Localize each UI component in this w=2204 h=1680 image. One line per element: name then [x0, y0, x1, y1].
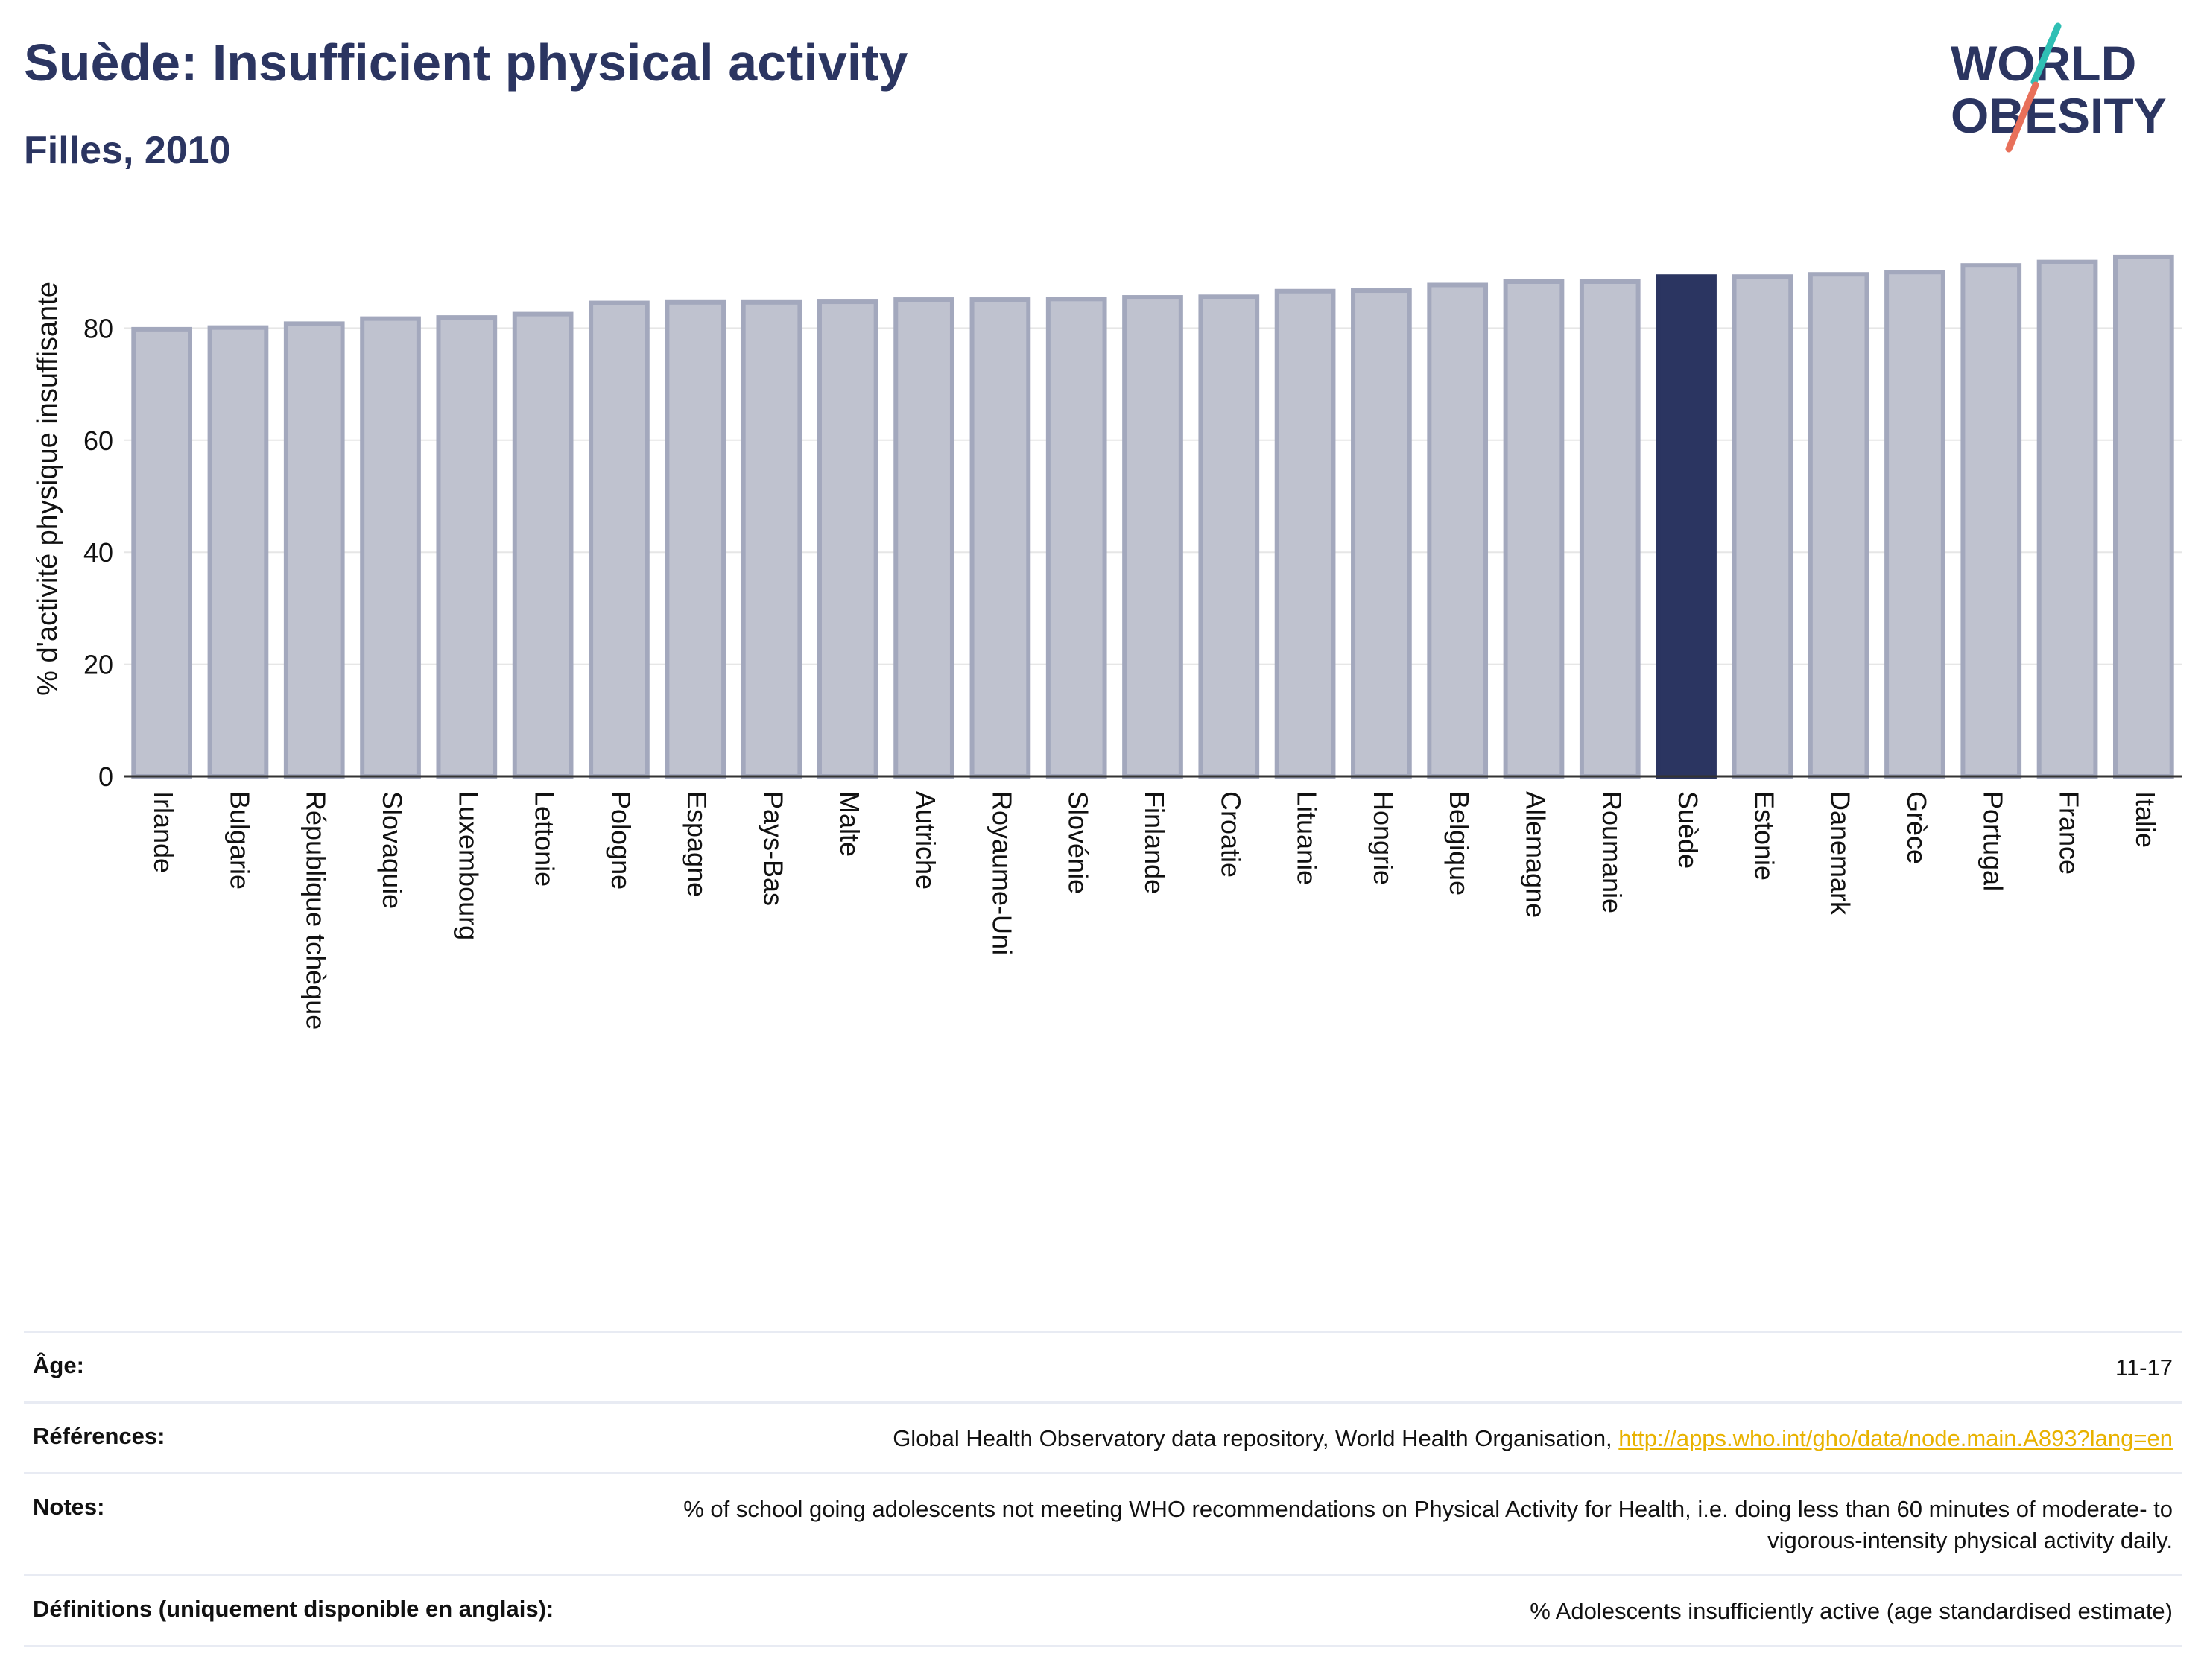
meta-row-age: Âge: 11-17 — [24, 1331, 2182, 1401]
x-tick-label: Autriche — [911, 791, 941, 890]
bars — [131, 254, 2174, 779]
x-tick-label: Slovénie — [1063, 791, 1094, 894]
bar-lettonie — [512, 311, 574, 779]
metadata-table: Âge: 11-17 Références: Global Health Obs… — [24, 1331, 2182, 1647]
x-tick-label: Croatie — [1215, 791, 1246, 878]
meta-value-age: 11-17 — [2115, 1354, 2173, 1381]
bar-autriche — [893, 297, 954, 779]
meta-value-notes: % of school going adolescents not meetin… — [683, 1496, 2173, 1553]
x-tick-label: Bulgarie — [224, 791, 255, 890]
logo-slash-coral — [2005, 81, 2039, 153]
x-tick-label: Suède — [1673, 791, 1703, 869]
x-tick-label: Allemagne — [1520, 791, 1551, 918]
x-axis-labels: Irlande Bulgarie République tchèque Slovaqu… — [148, 791, 2161, 1030]
bar-slovaquie — [360, 316, 421, 779]
meta-label-age: Âge: — [33, 1352, 84, 1378]
world-obesity-logo: WORLD OBESITY — [1951, 22, 2167, 153]
bar-irlande — [131, 326, 192, 779]
bar-su-de — [1656, 274, 1717, 779]
meta-row-definitions: Définitions (uniquement disponible en an… — [24, 1574, 2182, 1647]
chart-title: Suède: Insufficient physical activity — [24, 34, 908, 92]
x-tick-label: Luxembourg — [453, 791, 484, 940]
y-axis-ticks: 0 20 40 60 80 — [83, 313, 113, 792]
x-tick-label: Irlande — [148, 791, 179, 873]
y-tick-label: 40 — [83, 537, 113, 568]
bar-estonie — [1732, 274, 1793, 779]
x-tick-label: Slovaquie — [377, 791, 408, 909]
y-tick-label: 20 — [83, 650, 113, 680]
bar-pays-bas — [741, 299, 802, 779]
bar-allemagne — [1503, 279, 1565, 779]
x-tick-label: Portugal — [1977, 791, 2008, 891]
x-tick-label: Hongrie — [1368, 791, 1399, 885]
bar-espagne — [665, 299, 726, 779]
x-tick-label: Malte — [835, 791, 865, 857]
bar-r-publique-tch-que — [283, 321, 345, 779]
x-tick-label: Italie — [2130, 791, 2161, 848]
x-tick-label: Lituanie — [1292, 791, 1323, 885]
x-tick-label: Roumanie — [1597, 791, 1627, 913]
x-tick-label: Grèce — [1901, 791, 1932, 864]
meta-label-references: Références: — [33, 1423, 165, 1449]
bar-belgique — [1427, 282, 1489, 779]
bar-italie — [2113, 254, 2174, 779]
chart-subtitle: Filles, 2010 — [24, 129, 231, 172]
logo-text-obesity: OBESITY — [1951, 88, 2167, 143]
bar-croatie — [1198, 294, 1260, 779]
meta-row-references: Références: Global Health Observatory da… — [24, 1401, 2182, 1472]
x-tick-label: Espagne — [682, 791, 712, 897]
x-tick-label: République tchèque — [301, 791, 332, 1030]
y-tick-label: 0 — [98, 761, 113, 792]
references-link[interactable]: http://apps.who.int/gho/data/node.main.A… — [1618, 1425, 2173, 1451]
bar-finlande — [1122, 295, 1183, 779]
meta-label-notes: Notes: — [33, 1494, 105, 1520]
meta-value-definitions: % Adolescents insufficiently active (age… — [1530, 1598, 2173, 1624]
x-tick-label: Lettonie — [530, 791, 560, 887]
bar-luxembourg — [436, 315, 498, 779]
bar-pologne — [589, 300, 650, 779]
meta-value-references: Global Health Observatory data repositor… — [893, 1423, 2173, 1454]
bar-royaume-uni — [969, 297, 1031, 779]
x-tick-label: Belgique — [1444, 791, 1475, 896]
bar-france — [2036, 259, 2098, 779]
meta-row-notes: Notes: % of school going adolescents not… — [24, 1472, 2182, 1574]
bar-lituanie — [1274, 288, 1336, 779]
y-tick-label: 80 — [83, 313, 113, 343]
x-tick-label: Royaume-Uni — [987, 791, 1017, 955]
x-tick-label: Estonie — [1749, 791, 1779, 881]
bar-hongrie — [1351, 288, 1412, 779]
x-tick-label: Finlande — [1139, 791, 1170, 894]
x-tick-label: Danemark — [1825, 791, 1856, 916]
y-axis-label: % d'activité physique insuffisante — [32, 282, 63, 696]
x-tick-label: France — [2054, 791, 2085, 875]
bar-gr-ce — [1884, 270, 1945, 779]
bar-slov-nie — [1045, 297, 1107, 779]
x-tick-label: Pologne — [606, 791, 636, 890]
logo-slash-teal — [2030, 22, 2062, 86]
bar-chart: 0 20 40 60 80 Irlande Bulgarie République tchè… — [32, 254, 2182, 1030]
bar-bulgarie — [207, 325, 269, 779]
bar-malte — [817, 299, 878, 779]
x-tick-label: Pays-Bas — [759, 791, 789, 906]
y-tick-label: 60 — [83, 425, 113, 456]
bar-danemark — [1808, 272, 1869, 779]
meta-label-definitions: Définitions (uniquement disponible en an… — [33, 1596, 554, 1622]
bar-roumanie — [1579, 279, 1641, 779]
bar-portugal — [1960, 263, 2022, 779]
references-text: Global Health Observatory data repositor… — [893, 1425, 1619, 1451]
